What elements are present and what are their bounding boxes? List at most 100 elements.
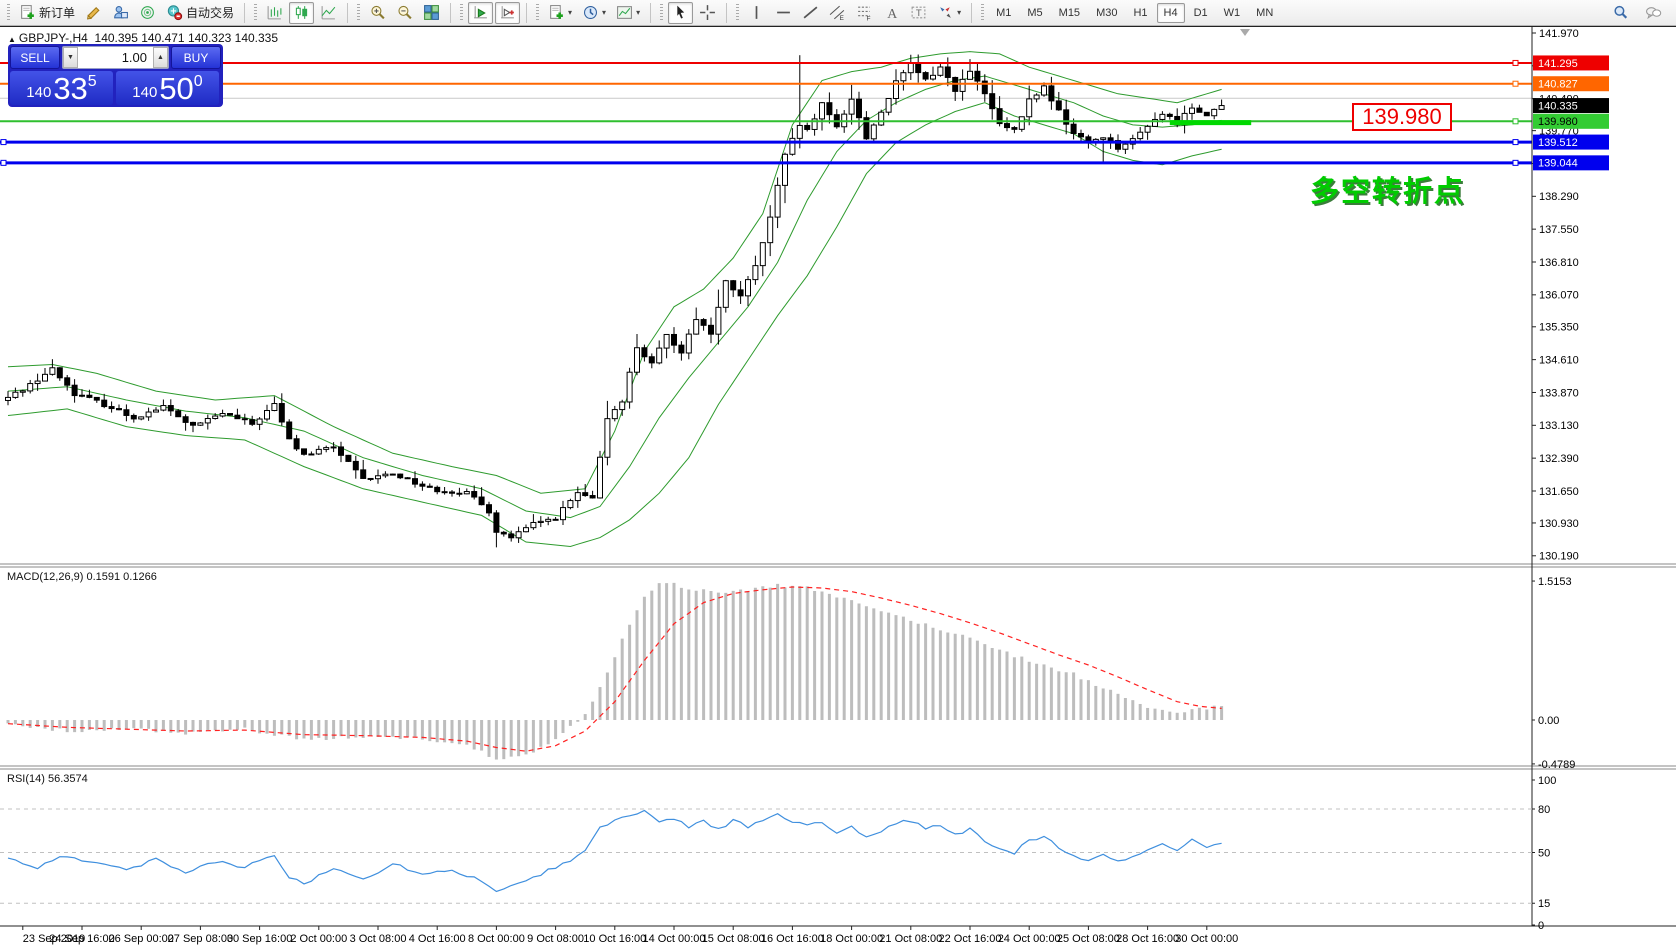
dropdown-caret-icon[interactable]: ▾ [636,8,641,17]
vertical-line-button[interactable] [744,2,769,24]
arrows-icon [937,4,954,21]
price-tick-label: 134.610 [1539,354,1579,366]
metaeditor-button[interactable] [81,2,106,24]
timeframe-w1[interactable]: W1 [1223,6,1241,19]
price-annotation-box[interactable]: 139.980 [1352,103,1452,131]
sell-price-sup: 5 [87,73,97,90]
fibonacci-button[interactable]: F [852,2,877,24]
price-tick-label: 141.970 [1539,28,1579,40]
auto-scroll-button[interactable] [468,1,494,24]
indicators-button[interactable]: ▾ [544,2,576,24]
templates-button[interactable]: ▾ [612,2,644,24]
price-tick-label: 133.870 [1539,387,1579,399]
collapse-ohlc-icon[interactable]: ▲ [8,35,16,44]
macd-tick-label: -0.4789 [1538,759,1575,771]
cursor-button[interactable] [668,1,694,24]
text-icon: A [883,4,900,21]
macd-tick-label: 0.00 [1538,715,1559,727]
zoom-in-button[interactable] [365,2,390,24]
price-axis[interactable]: 141.970141.230140.490139.770139.030138.2… [1532,28,1579,932]
rsi-pane [0,808,1532,904]
autotrading-button-label: 自动交易 [186,6,235,20]
toolbar-separator [971,2,973,23]
svg-text:T: T [916,8,922,19]
timeframe-m30[interactable]: M30 [1096,6,1118,19]
buy-price-big: 50 [159,71,194,106]
dropdown-caret-icon[interactable]: ▾ [602,8,607,17]
sell-button[interactable]: SELL [10,46,60,69]
dropdown-caret-icon[interactable]: ▾ [957,8,962,17]
timeframe-m15[interactable]: M15 [1058,6,1081,19]
price-tick-label: 132.390 [1539,453,1579,465]
macd-tick-label: 1.5153 [1538,576,1572,588]
hline-icon [775,4,792,21]
time-tick-label: 28 Oct 16:00 [1116,933,1179,945]
buy-price-prefix: 140 [132,84,158,101]
price-level-badge: 141.295 [1538,58,1578,70]
autotrading-button[interactable]: 自动交易 [162,2,238,24]
line-chart-button[interactable] [316,2,341,24]
chart-ohlc: 140.395 140.471 140.323 140.335 [94,31,279,45]
buy-price-quote[interactable]: 140 50 0 [116,71,219,105]
volume-input[interactable] [78,47,153,68]
time-tick-label: 30 Oct 00:00 [1175,933,1238,945]
time-tick-label: 4 Oct 16:00 [409,933,466,945]
dropdown-caret-icon[interactable]: ▾ [568,8,573,17]
chat-button[interactable] [1641,2,1666,24]
zoom-out-button[interactable] [392,2,417,24]
volume-decrease-button[interactable]: ▼ [63,47,78,68]
volume-increase-button[interactable]: ▲ [153,47,168,68]
sell-price-quote[interactable]: 140 33 5 [10,71,113,105]
toolbar-grip [660,3,664,22]
templates-icon [616,4,633,21]
navigator-button[interactable] [135,2,160,24]
tile-windows-button[interactable] [419,2,444,24]
trendline-button[interactable] [798,2,823,24]
periods-button[interactable]: ▾ [578,2,610,24]
new-order-button[interactable]: 新订单 [15,2,79,24]
text-button[interactable]: A [879,2,904,24]
timeframe-h1[interactable]: H1 [1133,6,1148,19]
crosshair-button[interactable] [695,2,720,24]
chart-title: ▲ GBPJPY-,H4 140.395 140.471 140.323 140.… [8,31,278,45]
horizontal-line-button[interactable] [771,2,796,24]
chart-window[interactable]: 141.970141.230140.490139.770139.030138.2… [0,26,1676,948]
rsi-tick-label: 15 [1538,898,1550,910]
time-tick-label: 24 Sep 16:00 [49,933,114,945]
arrows-button[interactable]: ▾ [933,2,965,24]
chart-canvas[interactable]: 141.970141.230140.490139.770139.030138.2… [0,27,1676,949]
timeframe-m1[interactable]: M1 [996,6,1012,19]
time-tick-label: 25 Oct 08:00 [1057,933,1120,945]
chart-shift-button[interactable] [495,1,521,24]
equidistant-channel-button[interactable]: E [825,2,850,24]
toolbar-grip [357,3,361,22]
text-label-button[interactable]: T [906,2,931,24]
rsi-tick-label: 80 [1538,804,1550,816]
timeframe-m5[interactable]: M5 [1027,6,1043,19]
svg-text:F: F [867,15,871,21]
periods-icon [582,4,599,21]
chart-shift-marker [1240,29,1250,36]
toolbar-grip [736,3,740,22]
bar-chart-button[interactable] [262,2,287,24]
timeframe-mn[interactable]: MN [1256,6,1274,19]
price-tick-label: 138.290 [1539,191,1579,203]
market-watch-button[interactable] [108,2,133,24]
search-button[interactable] [1608,2,1633,24]
price-level-lines[interactable] [0,59,1532,166]
cn-annotation[interactable]: 多空转折点 [1310,176,1466,208]
autotrading-icon [166,4,183,21]
timeframe-h4[interactable]: H4 [1156,2,1185,23]
time-tick-label: 27 Sep 08:00 [168,933,233,945]
timeframe-d1[interactable]: D1 [1193,6,1208,19]
candlestick-chart-button[interactable] [289,1,315,24]
macd-pane [6,582,1224,760]
svg-text:A: A [887,6,897,21]
sell-price-prefix: 140 [26,84,52,101]
one-click-trading-panel: SELL ▼ ▲ BUY 140 33 5 140 50 0 [8,44,223,107]
buy-button[interactable]: BUY [171,46,221,69]
toolbar-right [1608,2,1672,24]
toolbar-grip [460,3,464,22]
time-tick-label: 8 Oct 00:00 [468,933,525,945]
